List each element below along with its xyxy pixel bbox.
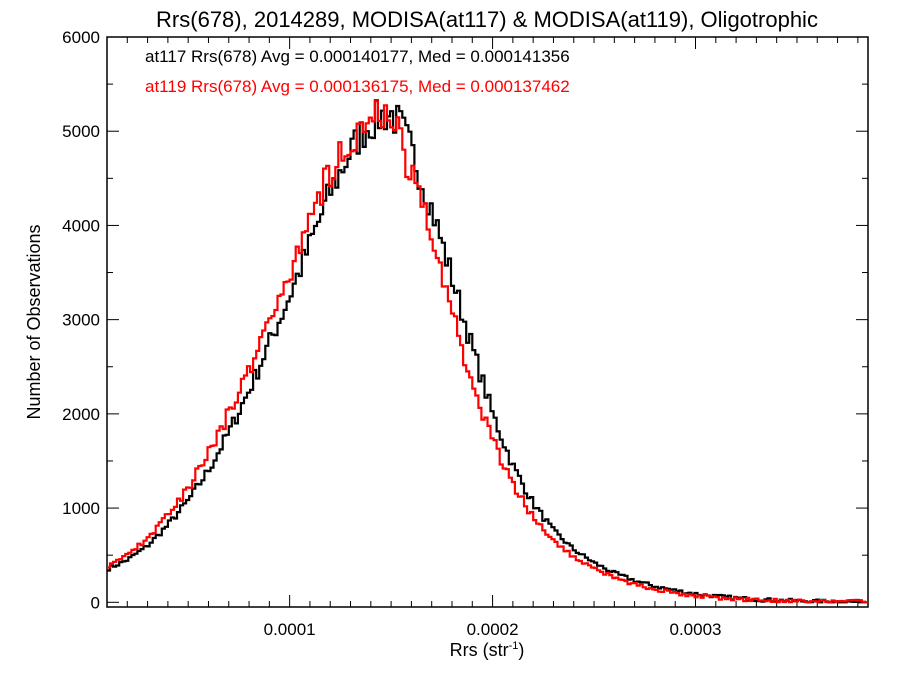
x-tick-label: 0.0001: [264, 620, 316, 639]
series-line-at119: [107, 100, 868, 604]
series-line-at117: [107, 99, 868, 604]
x-tick-label: 0.0003: [670, 620, 722, 639]
y-tick-label: 5000: [62, 122, 100, 141]
x-tick-label: 0.0002: [467, 620, 519, 639]
y-tick-label: 2000: [62, 405, 100, 424]
y-tick-label: 1000: [62, 499, 100, 518]
axis-ticks: 0 1000 2000 3000 4000 5000 6000 0.0001 0.0002 0.0…: [62, 28, 868, 639]
legend-entry-at117: at117 Rrs(678) Avg = 0.000140177, Med = …: [145, 47, 570, 66]
y-tick-label: 0: [91, 593, 100, 612]
y-tick-label: 4000: [62, 216, 100, 235]
y-tick-label: 6000: [62, 28, 100, 47]
chart-title: Rrs(678), 2014289, MODISA(at117) & MODIS…: [156, 7, 818, 32]
x-axis-label: Rrs (str-1): [450, 640, 525, 660]
y-axis-label: Number of Observations: [24, 224, 44, 419]
legend-entry-at119: at119 Rrs(678) Avg = 0.000136175, Med = …: [145, 77, 570, 96]
series-layer: [107, 99, 868, 604]
x-axis-label-end: ): [518, 640, 524, 660]
y-tick-label: 3000: [62, 311, 100, 330]
x-axis-label-main: Rrs (str: [450, 640, 509, 660]
x-axis-label-superscript: -1: [509, 640, 519, 652]
plot-frame: [106, 36, 869, 608]
